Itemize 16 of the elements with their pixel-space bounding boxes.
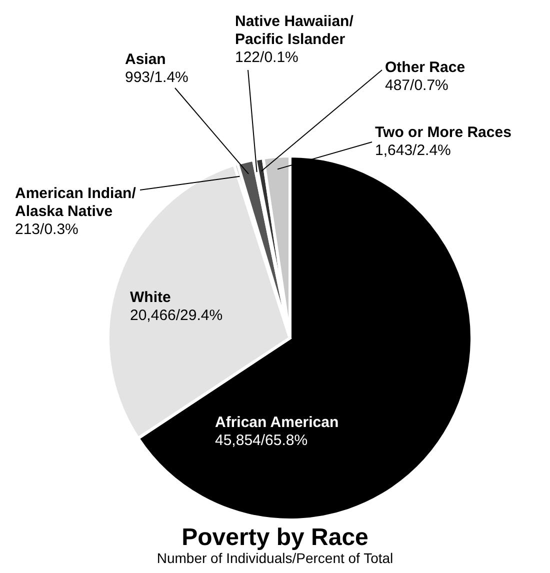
slice-label: Two or More Races <box>375 124 512 141</box>
data-label: 122/0.1% <box>235 49 298 66</box>
slice-label: American Indian/Alaska Native <box>15 185 137 220</box>
data-label: 1,643/2.4% <box>375 142 451 159</box>
data-label: 213/0.3% <box>15 221 78 238</box>
text: Poverty by Race <box>182 524 368 551</box>
slice-label: Asian <box>125 51 166 68</box>
data-label: 45,854/65.8% <box>215 432 308 449</box>
slice-label: African American <box>215 414 339 431</box>
slice-label: Native Hawaiian/Pacific Islander <box>235 13 354 48</box>
slice-label: White <box>130 289 171 306</box>
data-label: 993/1.4% <box>125 69 188 86</box>
slice-label: Other Race <box>385 59 466 76</box>
text: Number of Individuals/Percent of Total <box>156 550 394 566</box>
data-label: 20,466/29.4% <box>130 307 223 324</box>
data-label: 487/0.7% <box>385 77 448 94</box>
